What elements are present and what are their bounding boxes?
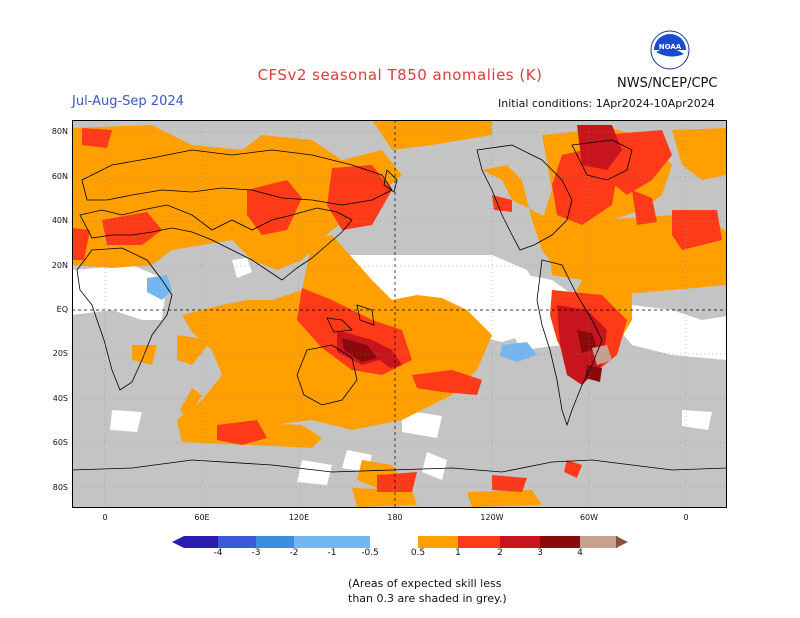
agency-label: NWS/NCEP/CPC xyxy=(617,76,718,91)
colorbar-label: 4 xyxy=(577,548,583,558)
colorbar-label: 1 xyxy=(455,548,461,558)
lat-label: 60N xyxy=(51,172,68,181)
coastlines xyxy=(72,139,727,473)
lon-label: 60E xyxy=(194,513,210,522)
colorbar-segment xyxy=(458,536,500,548)
season-label: Jul-Aug-Sep 2024 xyxy=(72,94,184,109)
map-title: CFSv2 seasonal T850 anomalies (K) xyxy=(257,66,543,84)
lat-label: 40N xyxy=(51,216,68,225)
lat-label: EQ xyxy=(56,305,68,314)
colorbar-segment xyxy=(500,536,540,548)
lat-label: 80S xyxy=(52,483,68,492)
colorbar-segment xyxy=(218,536,256,548)
grid-lines xyxy=(72,120,727,508)
noaa-logo: NOAA xyxy=(650,30,690,70)
colorbar-segment xyxy=(370,536,418,548)
lat-label: 60S xyxy=(52,438,68,447)
colorbar-label: 0.5 xyxy=(410,548,426,558)
colorbar-label: 2 xyxy=(497,548,503,558)
skill-note-line: (Areas of expected skill less xyxy=(348,577,502,590)
colorbar xyxy=(172,536,628,548)
colorbar-segment xyxy=(332,536,370,548)
anomaly-map xyxy=(72,120,727,508)
lon-label: 0 xyxy=(102,513,108,522)
colorbar-label: -3 xyxy=(251,548,261,558)
lat-label: 80N xyxy=(51,127,68,136)
colorbar-segment xyxy=(418,536,458,548)
maroon-anomalies xyxy=(342,330,602,382)
colorbar-label: -0.5 xyxy=(361,548,379,558)
lon-label: 0 xyxy=(683,513,689,522)
noaa-logo-text: NOAA xyxy=(659,43,682,51)
colorbar-label: -1 xyxy=(327,548,337,558)
colorbar-segment xyxy=(540,536,580,548)
lat-label: 20N xyxy=(51,261,68,270)
extreme-anomalies xyxy=(592,345,612,365)
reference-lines xyxy=(72,120,727,508)
lat-label: 40S xyxy=(52,394,68,403)
lat-label: 20S xyxy=(52,349,68,358)
colorbar-segment xyxy=(256,536,294,548)
colorbar-segment xyxy=(172,536,218,548)
colorbar-label: -4 xyxy=(213,548,223,558)
skill-note-line: than 0.3 are shaded in grey.) xyxy=(348,592,507,605)
lon-label: 180 xyxy=(387,513,403,522)
lon-label: 60W xyxy=(579,513,599,522)
colorbar-label: 3 xyxy=(537,548,543,558)
colorbar-segment xyxy=(294,536,332,548)
colorbar-label: -2 xyxy=(289,548,299,558)
lightblue-anomalies xyxy=(147,275,537,362)
map-frame xyxy=(72,120,727,508)
lon-label: 120E xyxy=(288,513,310,522)
lon-label: 120W xyxy=(480,513,504,522)
initial-conditions-label: Initial conditions: 1Apr2024-10Apr2024 xyxy=(498,97,715,110)
skill-note: (Areas of expected skill less than 0.3 a… xyxy=(348,576,507,606)
